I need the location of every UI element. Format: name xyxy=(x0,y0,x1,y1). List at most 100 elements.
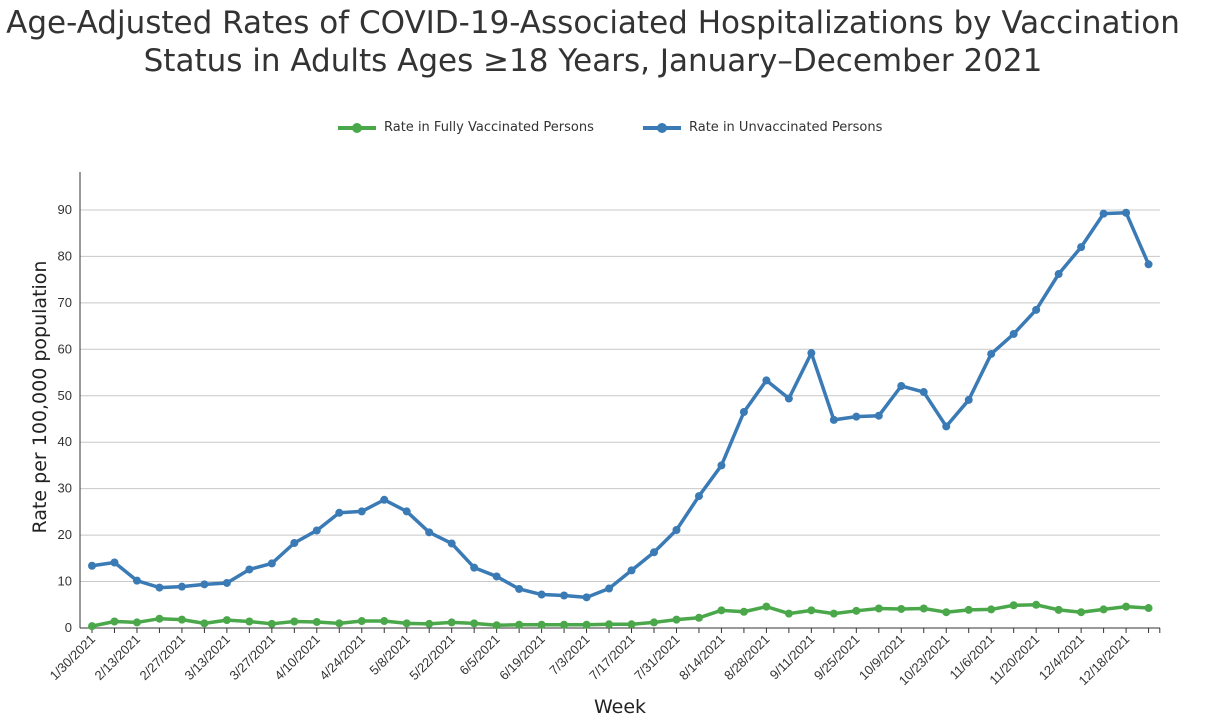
data-point-fully-vaccinated xyxy=(672,615,681,624)
data-point-unvaccinated xyxy=(694,492,703,501)
data-point-fully-vaccinated xyxy=(897,604,906,613)
data-point-unvaccinated xyxy=(177,582,186,591)
data-point-fully-vaccinated xyxy=(515,620,524,629)
data-point-unvaccinated xyxy=(650,548,658,557)
series-line-unvaccinated xyxy=(90,210,1151,600)
x-tick-label: 5/22/2021 xyxy=(406,632,458,684)
data-point-unvaccinated xyxy=(1122,208,1131,217)
x-tick-label: 9/11/2021 xyxy=(767,632,818,683)
data-point-fully-vaccinated xyxy=(717,606,726,615)
data-point-unvaccinated xyxy=(605,584,614,593)
legend-label-unvaccinated: Rate in Unvaccinated Persons xyxy=(689,120,883,135)
data-point-unvaccinated xyxy=(987,349,996,358)
legend-item-fully-vaccinated[interactable]: Rate in Fully Vaccinated Persons xyxy=(338,120,594,135)
x-tick-label: 1/30/2021 xyxy=(47,632,99,684)
data-point-unvaccinated xyxy=(762,376,771,385)
data-point-unvaccinated xyxy=(132,576,141,585)
data-point-fully-vaccinated xyxy=(335,619,344,628)
data-point-fully-vaccinated xyxy=(919,604,928,613)
data-point-fully-vaccinated xyxy=(829,609,838,618)
x-tick-label: 7/31/2021 xyxy=(631,632,683,684)
y-tick-label: 80 xyxy=(58,248,72,263)
data-point-fully-vaccinated xyxy=(694,613,703,622)
data-point-fully-vaccinated xyxy=(155,614,164,623)
y-tick-label: 0 xyxy=(65,620,72,635)
x-tick-label: 6/19/2021 xyxy=(496,632,548,684)
data-point-fully-vaccinated xyxy=(627,620,636,629)
x-tick-label: 6/5/2021 xyxy=(456,632,502,678)
data-point-fully-vaccinated xyxy=(290,617,299,626)
data-point-fully-vaccinated xyxy=(110,617,119,626)
y-tick-label: 10 xyxy=(58,574,72,589)
data-point-unvaccinated xyxy=(964,395,973,404)
legend-label-fully-vaccinated: Rate in Fully Vaccinated Persons xyxy=(384,120,594,135)
data-point-fully-vaccinated xyxy=(267,619,276,628)
data-point-unvaccinated xyxy=(402,507,411,516)
data-point-unvaccinated xyxy=(1054,270,1063,279)
data-point-fully-vaccinated xyxy=(537,620,546,629)
y-tick-label: 60 xyxy=(58,341,72,356)
data-point-unvaccinated xyxy=(1032,305,1041,314)
legend-swatch-unvaccinated xyxy=(643,122,681,133)
data-point-fully-vaccinated xyxy=(222,616,231,625)
x-axis-title: Week xyxy=(594,696,646,718)
x-tick-label: 9/25/2021 xyxy=(811,632,863,684)
data-point-fully-vaccinated xyxy=(1009,601,1018,610)
x-tick-label: 3/13/2021 xyxy=(181,632,233,684)
data-point-fully-vaccinated xyxy=(582,620,591,629)
legend: Rate in Fully Vaccinated Persons Rate in… xyxy=(0,120,1216,140)
data-point-fully-vaccinated xyxy=(88,622,96,631)
x-tick-label: 3/27/2021 xyxy=(226,632,278,684)
data-point-fully-vaccinated xyxy=(425,619,434,628)
y-tick-label: 90 xyxy=(58,202,72,217)
data-point-fully-vaccinated xyxy=(560,620,569,629)
data-point-fully-vaccinated xyxy=(987,605,996,614)
y-tick-label: 70 xyxy=(58,295,72,310)
data-point-unvaccinated xyxy=(717,461,726,470)
data-point-unvaccinated xyxy=(897,381,906,390)
data-point-fully-vaccinated xyxy=(1077,608,1086,617)
data-point-fully-vaccinated xyxy=(132,618,141,627)
data-point-fully-vaccinated xyxy=(470,619,479,628)
legend-item-unvaccinated[interactable]: Rate in Unvaccinated Persons xyxy=(643,120,882,135)
data-point-fully-vaccinated xyxy=(650,618,658,627)
data-point-unvaccinated xyxy=(1099,209,1108,218)
x-tick-label: 2/27/2021 xyxy=(137,632,189,684)
data-point-unvaccinated xyxy=(829,415,838,424)
data-point-fully-vaccinated xyxy=(245,617,254,626)
x-tick-label: 7/3/2021 xyxy=(546,632,592,678)
data-point-unvaccinated xyxy=(627,566,636,575)
y-axis-title: Rate per 100,000 population xyxy=(29,261,51,534)
data-point-fully-vaccinated xyxy=(807,606,816,615)
data-point-unvaccinated xyxy=(200,580,209,589)
data-point-unvaccinated xyxy=(784,394,793,403)
y-tick-label: 40 xyxy=(58,434,72,449)
data-point-unvaccinated xyxy=(1144,260,1153,269)
data-point-fully-vaccinated xyxy=(1032,600,1041,609)
data-point-unvaccinated xyxy=(110,558,119,567)
data-point-unvaccinated xyxy=(88,561,96,570)
y-tick-label: 30 xyxy=(58,481,72,496)
data-point-unvaccinated xyxy=(942,422,951,431)
data-point-unvaccinated xyxy=(515,584,524,593)
data-point-unvaccinated xyxy=(155,583,164,592)
data-point-fully-vaccinated xyxy=(402,619,411,628)
data-point-fully-vaccinated xyxy=(784,609,793,618)
x-tick-label: 8/14/2021 xyxy=(676,632,728,684)
data-point-unvaccinated xyxy=(425,528,434,537)
data-point-fully-vaccinated xyxy=(1054,605,1063,614)
data-point-fully-vaccinated xyxy=(177,615,186,624)
data-point-fully-vaccinated xyxy=(1144,604,1153,613)
data-point-fully-vaccinated xyxy=(1099,605,1108,614)
y-tick-label: 50 xyxy=(58,388,72,403)
data-point-fully-vaccinated xyxy=(605,620,614,629)
data-point-unvaccinated xyxy=(1077,243,1086,252)
data-point-unvaccinated xyxy=(560,591,569,600)
data-point-unvaccinated xyxy=(267,559,276,568)
data-point-fully-vaccinated xyxy=(964,605,973,614)
data-point-fully-vaccinated xyxy=(380,617,389,626)
chart-title: Age-Adjusted Rates of COVID-19-Associate… xyxy=(6,5,1180,79)
x-tick-label: 8/28/2021 xyxy=(721,632,773,684)
data-point-unvaccinated xyxy=(874,411,883,420)
data-point-unvaccinated xyxy=(335,508,344,517)
